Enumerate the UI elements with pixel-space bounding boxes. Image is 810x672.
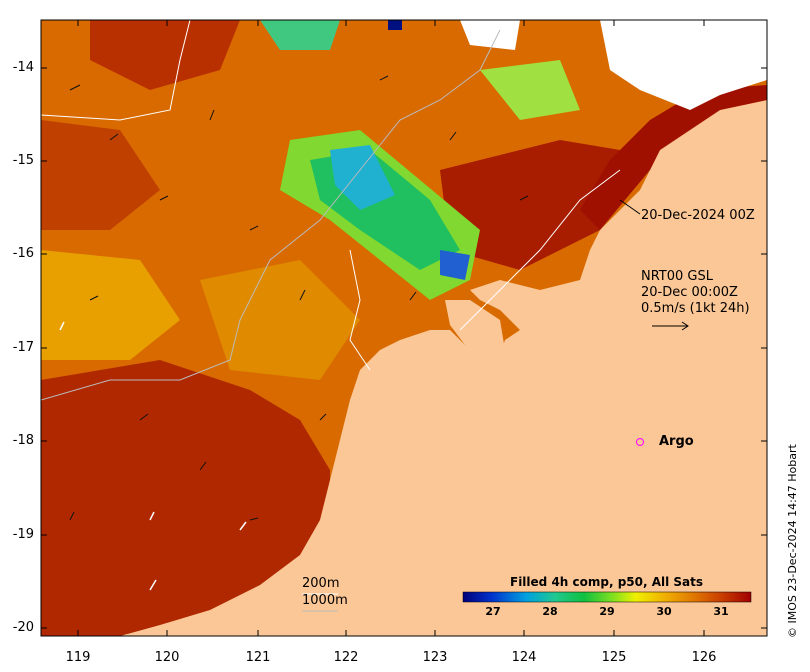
x-tick-label: 122	[333, 650, 359, 665]
colorbar-tick: 28	[542, 605, 558, 618]
colorbar-tick: 27	[485, 605, 501, 618]
y-tick-label: -18	[12, 433, 34, 448]
y-tick-label: -20	[12, 620, 34, 635]
y-tick-label: -16	[12, 246, 34, 261]
x-tick-label: 121	[245, 650, 271, 665]
x-tick-label: 119	[65, 650, 91, 665]
no-data-region	[600, 20, 767, 110]
land-mass	[120, 20, 767, 636]
x-tick-label: 124	[511, 650, 537, 665]
map-frame	[40, 19, 768, 637]
colorbar-tick: 29	[599, 605, 615, 618]
y-tick-label: -17	[12, 340, 34, 355]
y-tick-label: -15	[12, 153, 34, 168]
x-ticks	[77, 20, 705, 636]
no-data-patch	[388, 20, 402, 30]
x-tick-label: 125	[601, 650, 627, 665]
x-tick-label: 126	[691, 650, 717, 665]
argo-label: Argo	[659, 434, 694, 449]
colorbar	[462, 591, 752, 603]
timestamp-label: 20-Dec-2024 00Z	[641, 208, 755, 223]
isobath-200m-inner	[349, 249, 371, 371]
y-tick-label: -19	[12, 527, 34, 542]
cool-sst-plume	[440, 250, 470, 280]
isobath-shelf	[459, 169, 621, 331]
coastal-warm-band	[580, 85, 767, 230]
credit-text: © IMOS 23-Dec-2024 14:47 Hobart	[786, 444, 799, 638]
argo-float-marker	[636, 438, 644, 446]
colorbar-tick: 31	[713, 605, 729, 618]
colorbar-title: Filled 4h comp, p50, All Sats	[510, 575, 704, 589]
mid-sst-region	[41, 250, 180, 360]
current-reference-label: NRT00 GSL 20-Dec 00:00Z 0.5m/s (1kt 24h)	[641, 269, 750, 316]
no-data-region	[460, 20, 520, 50]
cool-sst-plume	[330, 145, 395, 210]
isobath-label-200m: 200m	[302, 576, 340, 591]
warm-sst-region	[440, 140, 620, 270]
cool-sst-plume	[480, 60, 580, 120]
isobath-200m	[41, 20, 191, 121]
colorbar-tick: 30	[656, 605, 672, 618]
isobath-label-1000m: 1000m	[302, 593, 348, 608]
cool-sst-plume	[260, 20, 340, 50]
isobath-1000m	[41, 29, 501, 401]
mid-sst-region	[200, 260, 360, 380]
current-vectors	[69, 75, 529, 521]
land-peninsula	[445, 300, 505, 395]
current-vectors-white	[59, 321, 247, 591]
x-tick-label: 123	[422, 650, 448, 665]
timestamp-pointer	[619, 199, 641, 215]
y-ticks	[41, 67, 767, 629]
warm-sst-region	[90, 20, 240, 90]
reference-vector-arrow	[652, 321, 689, 331]
x-tick-label: 120	[154, 650, 180, 665]
warm-sst-region	[41, 120, 160, 230]
warm-sst-region	[41, 360, 330, 636]
y-tick-label: -14	[12, 60, 34, 75]
